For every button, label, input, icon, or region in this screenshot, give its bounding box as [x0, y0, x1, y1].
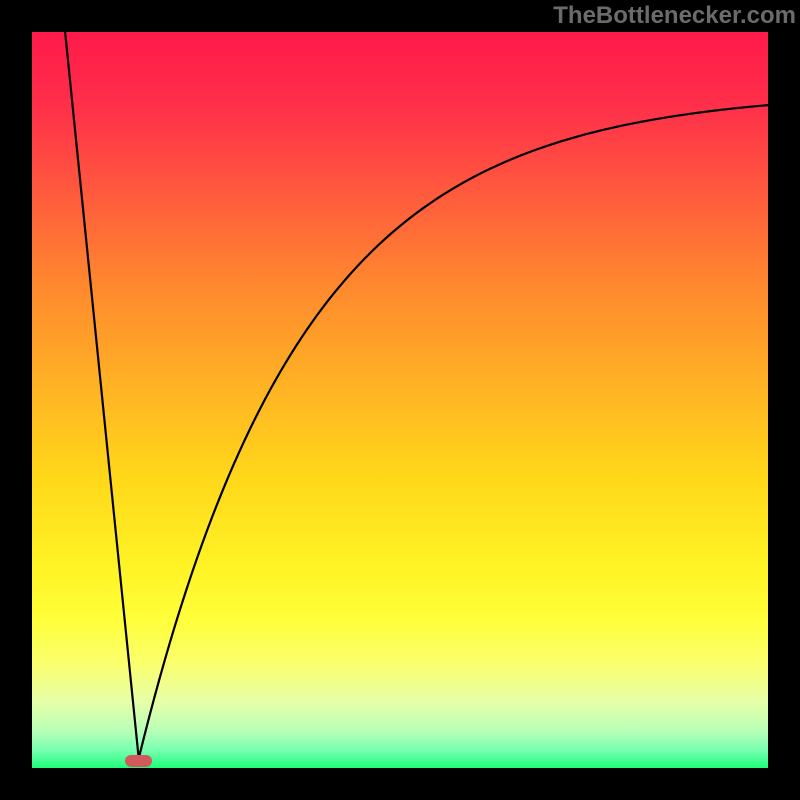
watermark-text: TheBottlenecker.com: [553, 2, 796, 30]
chart-container: TheBottlenecker.com: [0, 0, 800, 800]
optimum-marker: [125, 755, 151, 767]
plot-area: [32, 32, 768, 768]
bottleneck-curve: [32, 32, 768, 768]
curve-path: [65, 32, 768, 758]
